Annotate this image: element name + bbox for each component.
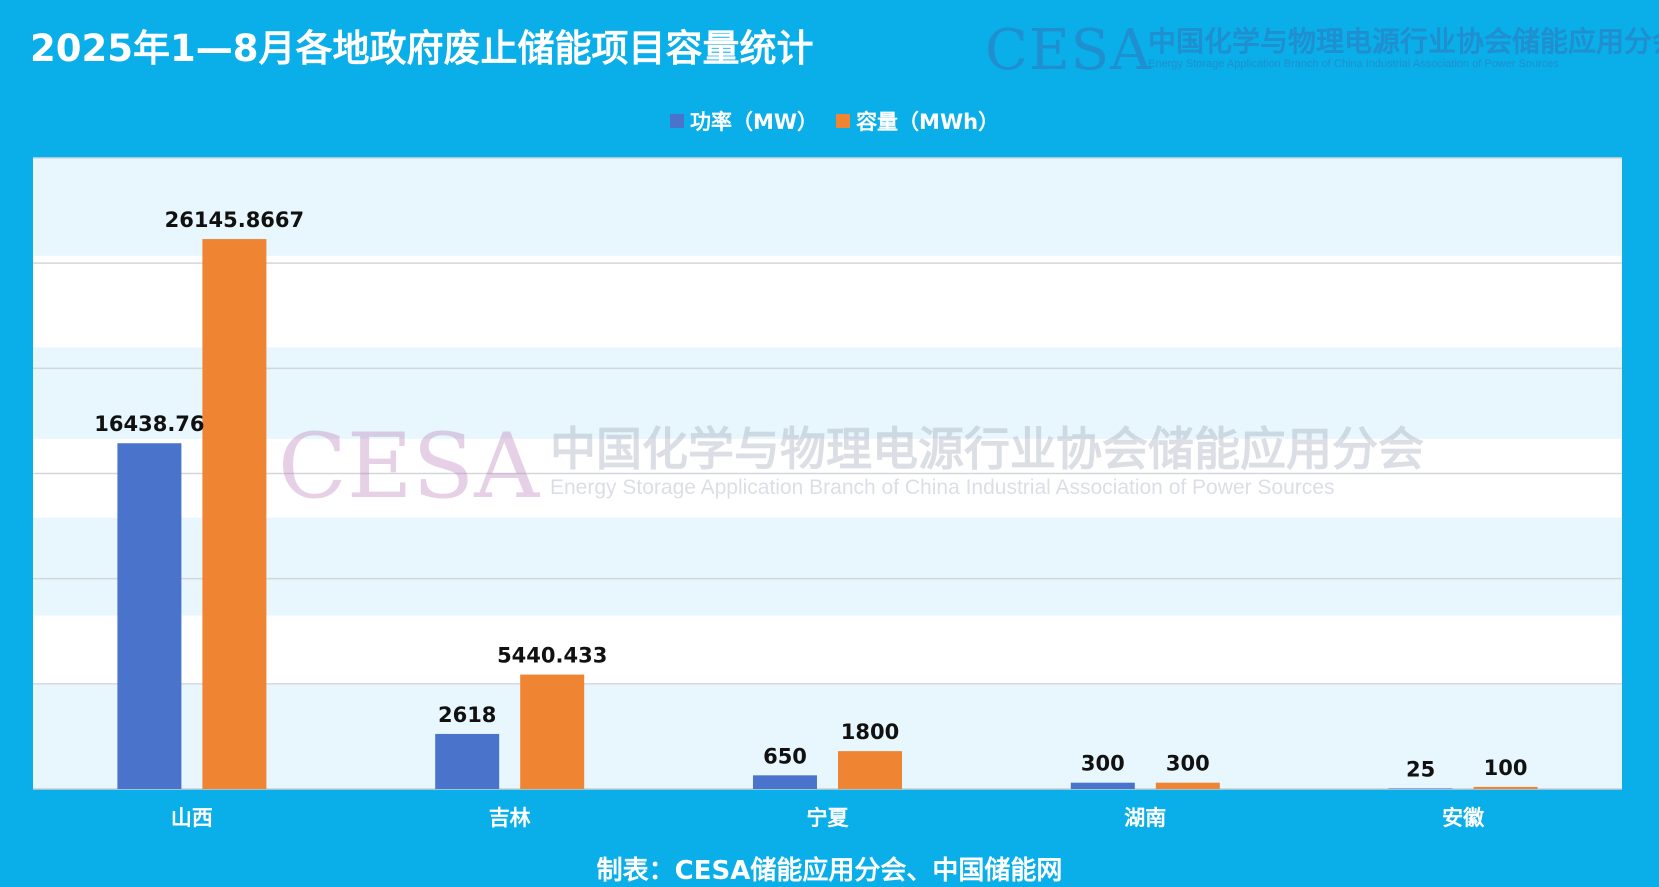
brand-header: CESA 中国化学与物理电源行业协会储能应用分会 Energy Storage … (985, 14, 1659, 83)
bar-power-3 (1070, 782, 1135, 789)
chart-legend: 功率（MW） 容量（MWh） (670, 106, 999, 136)
value-label-power-3: 300 (1081, 752, 1125, 776)
x-tick-label-3: 湖南 (1124, 806, 1166, 830)
x-axis-labels: 山西 吉林 宁夏 湖南 安徽 (171, 806, 1485, 830)
value-label-power-0: 16438.76 (94, 412, 204, 436)
value-label-capacity-3: 300 (1166, 752, 1210, 776)
legend-label-power: 功率（MW） (690, 110, 819, 134)
legend-swatch-capacity (836, 114, 851, 128)
chart-source-footer: 制表：CESA储能应用分会、中国储能网 (596, 856, 1063, 886)
legend-item-power: 功率（MW） (670, 106, 818, 136)
bar-capacity-0 (202, 239, 267, 789)
watermark-name-en: Energy Storage Application Branch of Chi… (550, 476, 1334, 499)
bar-power-2 (753, 775, 817, 789)
plot-band (33, 158, 1622, 256)
legend-item-capacity: 容量（MWh） (836, 106, 999, 136)
value-label-capacity-1: 5440.433 (497, 644, 607, 668)
x-tick-label-4: 安徽 (1442, 806, 1485, 830)
plot-band (33, 347, 1622, 439)
plot-band (33, 684, 1622, 789)
bar-power-0 (117, 443, 182, 789)
value-label-power-2: 650 (763, 744, 807, 768)
bar-capacity-4 (1473, 786, 1538, 789)
value-label-power-1: 2618 (438, 703, 496, 727)
legend-label-capacity: 容量（MWh） (856, 110, 1000, 134)
plot-band (33, 517, 1622, 616)
bar-capacity-2 (838, 751, 902, 789)
x-tick-label-1: 吉林 (489, 806, 531, 830)
brand-logo: CESA (985, 18, 1152, 83)
watermark-logo: CESA (278, 414, 540, 519)
brand-name-cn: 中国化学与物理电源行业协会储能应用分会 (1148, 25, 1659, 58)
brand-name-en: Energy Storage Application Branch of Chi… (1148, 58, 1559, 70)
value-label-capacity-2: 1800 (841, 720, 899, 744)
bar-power-4 (1388, 788, 1453, 789)
value-labels: 16438.76 26145.8667 2618 5440.433 650 1800 300… (94, 208, 1527, 781)
x-tick-label-2: 宁夏 (807, 806, 850, 830)
value-label-capacity-0: 26145.8667 (165, 208, 304, 232)
bar-capacity-1 (520, 674, 585, 789)
legend-swatch-power (670, 114, 684, 128)
x-tick-label-0: 山西 (171, 806, 213, 830)
chart-title: 2025年1—8月各地政府废止储能项目容量统计 (30, 27, 814, 70)
value-label-capacity-4: 100 (1484, 756, 1528, 780)
watermark-name-cn: 中国化学与物理电源行业协会储能应用分会 (550, 422, 1424, 476)
watermark: CESA 中国化学与物理电源行业协会储能应用分会 Energy Storage … (278, 414, 1424, 519)
bar-capacity-3 (1155, 782, 1220, 789)
bars (117, 239, 1538, 789)
bar-power-1 (435, 733, 500, 789)
gridlines (33, 157, 1622, 790)
value-label-power-4: 25 (1406, 757, 1435, 781)
